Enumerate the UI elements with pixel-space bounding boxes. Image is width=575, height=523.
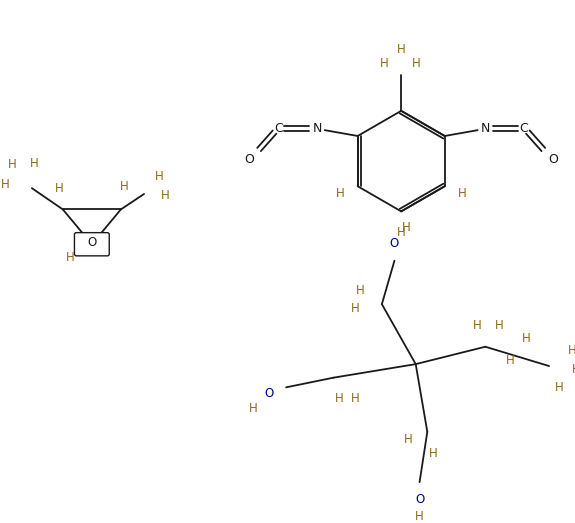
Text: H: H (380, 57, 388, 70)
Text: H: H (249, 402, 258, 415)
Text: H: H (55, 181, 63, 195)
Text: H: H (397, 226, 405, 239)
Text: H: H (335, 392, 344, 405)
Text: H: H (29, 156, 38, 169)
Text: C: C (274, 122, 283, 135)
Text: H: H (458, 187, 466, 200)
Text: H: H (336, 187, 344, 200)
Text: H: H (429, 447, 438, 460)
Text: O: O (415, 493, 424, 506)
Text: H: H (412, 57, 421, 70)
Text: H: H (572, 363, 575, 377)
Text: N: N (312, 122, 322, 135)
Text: H: H (554, 381, 563, 394)
Text: H: H (402, 221, 411, 234)
FancyBboxPatch shape (74, 233, 109, 256)
Text: H: H (568, 344, 575, 357)
Text: H: H (8, 158, 17, 172)
Text: H: H (356, 284, 365, 297)
Text: O: O (244, 153, 254, 166)
Text: H: H (522, 333, 530, 346)
Text: N: N (481, 122, 490, 135)
Text: H: H (1, 178, 9, 191)
Text: C: C (520, 122, 528, 135)
Text: O: O (264, 386, 273, 400)
Text: H: H (397, 43, 405, 56)
Text: O: O (87, 236, 97, 249)
Text: H: H (350, 392, 359, 405)
Text: H: H (506, 354, 515, 367)
Text: H: H (494, 319, 503, 332)
Text: H: H (473, 319, 482, 332)
Text: H: H (120, 180, 129, 193)
Text: H: H (155, 170, 164, 183)
Text: O: O (548, 153, 558, 166)
Text: H: H (404, 433, 412, 446)
Text: H: H (66, 251, 75, 264)
Text: H: H (161, 189, 170, 202)
Text: H: H (415, 510, 424, 523)
Text: O: O (390, 237, 399, 250)
Text: H: H (350, 302, 359, 314)
